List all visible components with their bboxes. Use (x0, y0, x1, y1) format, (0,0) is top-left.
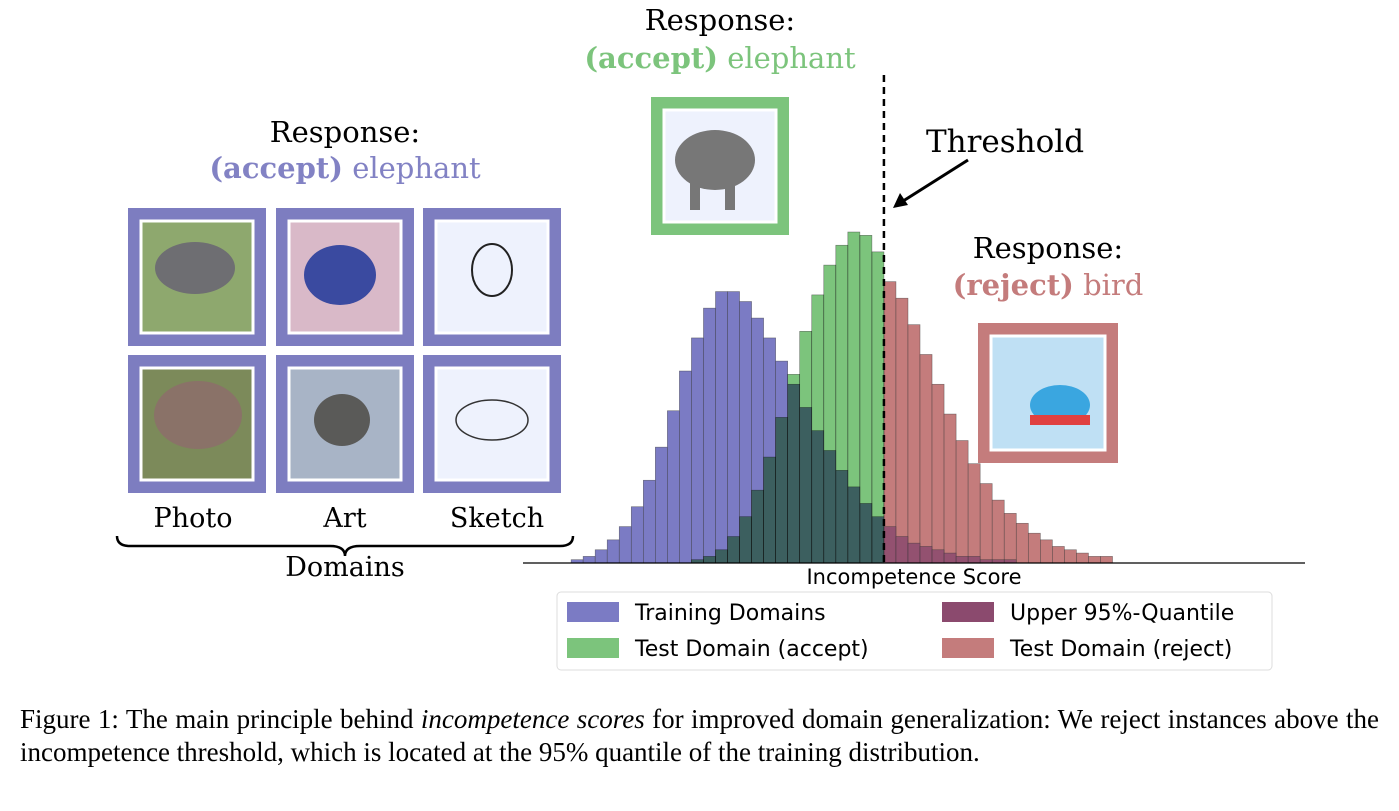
histogram-bar (859, 235, 873, 564)
histogram-bar (679, 370, 692, 564)
response-heading: Response: (645, 3, 795, 37)
verdict: (accept) (209, 151, 343, 185)
histogram-bar (883, 526, 897, 564)
histogram-bar (883, 281, 897, 564)
histogram-bar (643, 479, 656, 564)
histogram-bar (967, 556, 981, 564)
response-text: (accept) elephant (584, 41, 856, 75)
histogram-bar (1027, 532, 1041, 564)
histogram-bar (847, 231, 861, 564)
x-axis-label: Incompetence Score (806, 565, 1021, 589)
histogram-bar (703, 556, 716, 564)
histogram-bar (655, 446, 668, 564)
histogram-bar (715, 549, 728, 564)
legend (556, 591, 1273, 671)
histogram-bar (618, 526, 632, 564)
histogram-bar (594, 549, 608, 564)
legend-label: Test Domain (reject) (1009, 637, 1232, 662)
caption-lead: Figure 1: The main principle behind (20, 704, 414, 734)
histogram-bar (919, 354, 933, 564)
histogram-bar (727, 536, 740, 564)
histogram-bar (751, 489, 764, 564)
histogram-bar (979, 483, 993, 564)
histogram-bar (835, 244, 849, 564)
legend-swatch (567, 638, 619, 658)
histogram-bar (703, 307, 716, 564)
reject-image (978, 323, 1118, 463)
histogram-bar (907, 542, 921, 564)
histogram-bar (787, 374, 801, 564)
response-heading: Response: (973, 231, 1123, 265)
histogram-bar (763, 456, 776, 564)
histogram-bar (799, 330, 813, 564)
histogram-bar (715, 291, 728, 564)
plot: Incompetence Score Training Domains Test D… (523, 75, 1305, 662)
caption: Figure 1: The main principle behind inco… (20, 703, 1379, 769)
histogram-bar (775, 417, 788, 564)
histogram-bar (943, 413, 957, 564)
histogram-bar (1088, 556, 1101, 564)
verdict: (reject) (953, 268, 1074, 302)
histogram-bar (931, 549, 945, 564)
domains-title: Domains (285, 552, 404, 583)
legend-swatch (567, 602, 619, 622)
response-text: (reject) bird (953, 268, 1144, 302)
histogram-bar (1100, 556, 1113, 564)
domain-label: Sketch (450, 503, 544, 534)
image-grid (128, 208, 561, 493)
histogram-bar (811, 294, 825, 564)
histogram-bar (967, 463, 981, 564)
response-label: bird (1083, 268, 1143, 302)
threshold-label: Threshold (926, 124, 1084, 160)
histogram-bar (1015, 522, 1029, 564)
histogram-bar (691, 337, 704, 564)
verdict: (accept) (584, 41, 718, 75)
brace (115, 535, 575, 557)
histogram-bar (582, 556, 596, 564)
histogram-bar (991, 499, 1005, 564)
accept-image (651, 97, 789, 235)
histogram-bar (739, 516, 752, 564)
histogram-bar (1040, 539, 1053, 564)
domain-label: Art (322, 503, 366, 534)
histogram-bar (606, 539, 620, 564)
arrow (899, 158, 969, 205)
histogram-bar (931, 383, 945, 564)
histogram-bar (1076, 552, 1089, 564)
legend-label: Upper 95%-Quantile (1010, 601, 1234, 626)
histogram-bar (823, 264, 837, 564)
histogram-bar (1052, 546, 1065, 564)
response-heading: Response: (270, 115, 420, 149)
arrow-head (893, 193, 908, 208)
figure: Response: (accept) elephant Response: (a… (115, 3, 1305, 671)
legend-swatch (942, 638, 994, 658)
histogram-bar (871, 251, 885, 564)
histogram-bar (667, 410, 680, 564)
legend-label: Training Domains (634, 601, 826, 626)
caption-emphasis: incompetence scores (420, 704, 645, 734)
histogram-bar (955, 440, 969, 564)
histogram-bar (1064, 549, 1077, 564)
histogram-bar (630, 506, 644, 564)
histogram-bar (1003, 513, 1017, 564)
legend-swatch (942, 602, 994, 622)
response-label: elephant (727, 41, 856, 75)
histogram-bar (727, 291, 740, 564)
legend-label: Test Domain (accept) (634, 637, 869, 662)
histogram-bar (907, 324, 921, 564)
response-text: (accept) elephant (209, 151, 481, 185)
domain-label: Photo (154, 503, 233, 534)
histogram-bar (955, 556, 969, 564)
histogram-bar (895, 297, 909, 564)
histogram-bar (943, 552, 957, 564)
caption-rest: for improved domain generalization: We r… (20, 704, 1380, 767)
response-label: elephant (352, 151, 481, 185)
histogram-bar (919, 546, 933, 564)
histogram-bar (895, 536, 909, 564)
